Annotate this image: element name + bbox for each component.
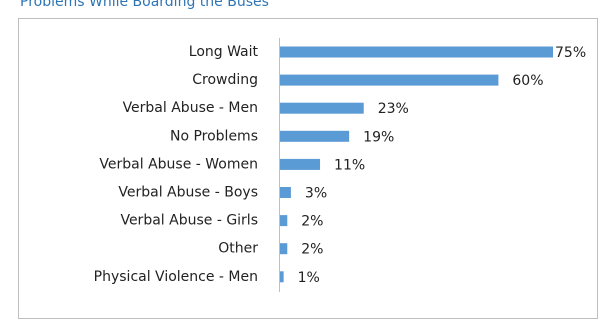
chart-title: Problems While Boarding the Buses: [20, 0, 269, 10]
bar: [280, 46, 553, 58]
category-label: Long Wait: [189, 44, 259, 60]
bar: [280, 215, 288, 227]
bar: [280, 74, 499, 86]
value-label: 60%: [512, 73, 543, 89]
value-label: 2%: [301, 214, 323, 230]
bar: [280, 130, 350, 142]
bar: [280, 243, 288, 255]
category-label: Verbal Abuse - Girls: [120, 213, 258, 229]
value-label: 23%: [378, 101, 409, 117]
category-label: Other: [218, 241, 258, 257]
category-label: Physical Violence - Men: [94, 269, 258, 285]
category-label: Verbal Abuse - Boys: [118, 185, 258, 201]
bar: [280, 187, 291, 198]
category-label: Verbal Abuse - Women: [99, 156, 258, 172]
category-label: Crowding: [192, 72, 258, 88]
value-label: 2%: [301, 242, 323, 258]
chart-border: [18, 18, 598, 319]
value-label: 19%: [363, 129, 394, 145]
category-label: No Problems: [170, 128, 258, 144]
bar: [280, 271, 284, 283]
value-label: 75%: [555, 45, 586, 61]
bar: [280, 102, 364, 114]
value-label: 3%: [305, 186, 327, 202]
value-label: 1%: [298, 270, 320, 286]
category-label: Verbal Abuse - Men: [123, 100, 258, 116]
bar: [280, 158, 321, 170]
value-label: 11%: [334, 157, 365, 173]
